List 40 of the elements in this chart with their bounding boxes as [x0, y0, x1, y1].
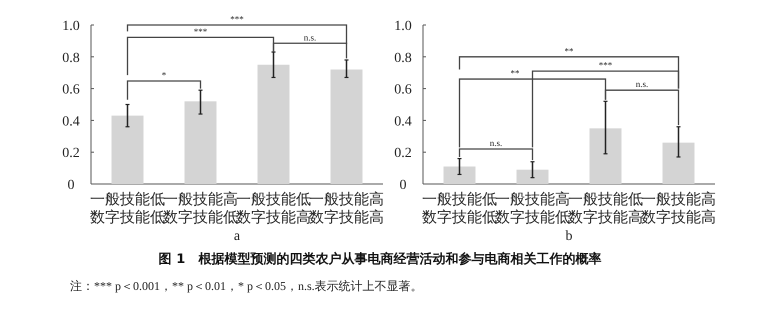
- bar: [662, 142, 694, 184]
- text: 注：*** p＜0.001，** p＜0.01，* p＜0.05，n.s.表示统计上不显著。: [70, 279, 423, 293]
- x-tick-label: 一般技能高数字技能高: [641, 191, 716, 226]
- y-tick-label: 0.4: [394, 114, 412, 130]
- x-tick-label: 一般技能低数字技能低: [422, 191, 497, 226]
- y-tick-label: 0.8: [62, 50, 80, 66]
- y-tick-label: 0: [400, 178, 406, 193]
- y-tick-label: 0.2: [394, 146, 412, 162]
- x-tick-label: 一般技能低数字技能高: [236, 191, 311, 226]
- y-tick-label: 1.0: [62, 19, 80, 34]
- x-tick-label: 一般技能高数字技能高: [309, 191, 384, 226]
- bar: [444, 166, 476, 184]
- annotation: ***: [194, 26, 208, 36]
- bar: [112, 116, 144, 184]
- bar: [590, 128, 622, 184]
- annotation: ***: [598, 60, 613, 70]
- y-tick-label: 0: [68, 178, 74, 193]
- annotation: **: [564, 46, 574, 56]
- annotation: n.s.: [304, 32, 316, 42]
- y-tick-label: 0.4: [62, 114, 80, 130]
- annotation: n.s.: [490, 138, 502, 148]
- y-tick-label: 0.6: [394, 82, 412, 98]
- y-tick-label: 1.0: [394, 19, 412, 34]
- y-tick-label: 0.2: [62, 146, 80, 162]
- annotation: *: [162, 70, 167, 80]
- x-tick-label: 一般技能高数字技能低: [495, 191, 570, 226]
- annotation: n.s.: [636, 79, 648, 90]
- bar: [516, 170, 548, 184]
- annotation: **: [510, 68, 520, 78]
- x-axis-title: a: [234, 229, 241, 244]
- significance-bracket: *: [126, 70, 202, 100]
- y-tick-label: 0.6: [62, 82, 80, 98]
- x-tick-label: 一般技能低数字技能高: [568, 191, 643, 226]
- x-axis-title: b: [566, 229, 572, 244]
- bar: [258, 64, 290, 184]
- y-tick-label: 0.8: [394, 50, 412, 66]
- bar: [330, 70, 362, 184]
- text: 图 1 根据模型预测的四类农户从事电商经营活动和参与电商相关工作的概率: [158, 251, 602, 267]
- x-tick-label: 一般技能低数字技能低: [90, 191, 165, 226]
- x-tick-label: 一般技能高数字技能低: [163, 191, 238, 226]
